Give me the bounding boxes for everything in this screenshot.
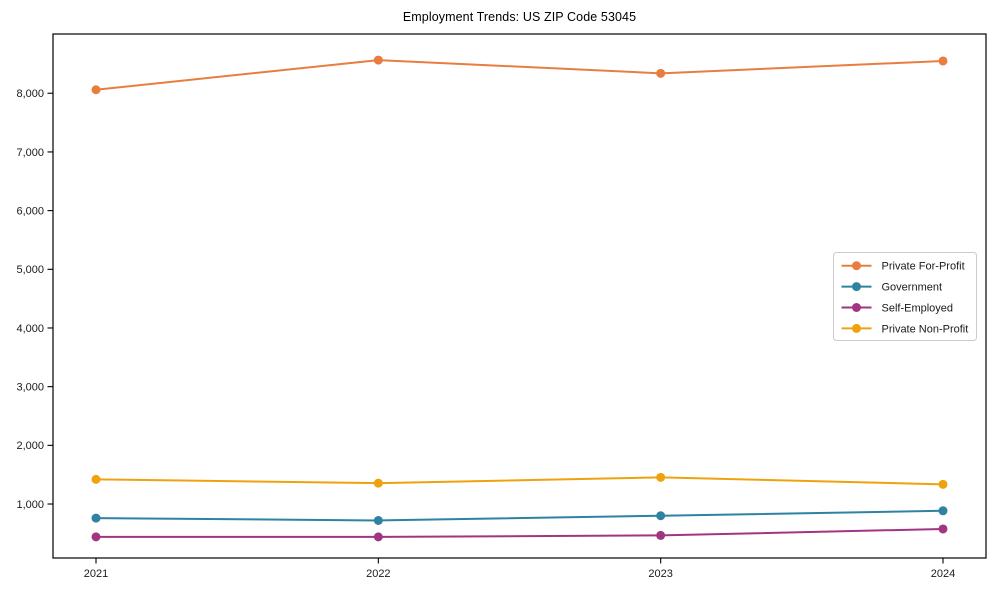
x-tick-label: 2022: [366, 568, 390, 580]
legend-marker-private-for-profit: [852, 261, 861, 271]
legend-label-private-for-profit: Private For-Profit: [882, 261, 965, 273]
data-point-private-for-profit-2024: [938, 56, 948, 66]
data-point-private-non-profit-2024: [938, 479, 948, 489]
chart-title: Employment Trends: US ZIP Code 53045: [402, 10, 637, 24]
data-point-self-employed-2021: [91, 532, 101, 542]
data-point-government-2023: [656, 511, 666, 521]
x-tick-label: 2024: [931, 568, 955, 580]
y-tick-label: 2,000: [16, 440, 44, 452]
y-tick-label: 7,000: [16, 147, 44, 159]
legend-box: [833, 252, 977, 341]
data-point-self-employed-2023: [656, 530, 666, 540]
series-line-private-non-profit: [95, 476, 944, 486]
data-point-government-2022: [373, 515, 383, 525]
x-tick-label: 2021: [84, 568, 108, 580]
y-tick-label: 1,000: [16, 499, 44, 511]
legend-label-self-employed: Self-Employed: [882, 302, 954, 314]
data-point-private-for-profit-2021: [91, 85, 101, 95]
series-line-self-employed: [95, 527, 944, 538]
legend-marker-private-non-profit: [852, 323, 861, 333]
data-point-self-employed-2024: [938, 524, 948, 534]
data-point-private-non-profit-2023: [656, 472, 666, 482]
data-point-private-non-profit-2021: [91, 474, 101, 484]
y-tick-label: 8,000: [16, 88, 44, 100]
data-point-private-for-profit-2023: [656, 68, 666, 78]
legend-marker-government: [852, 282, 861, 292]
legend-label-private-non-profit: Private Non-Profit: [882, 323, 969, 335]
x-tick-label: 2023: [648, 568, 672, 580]
data-point-self-employed-2022: [373, 532, 383, 542]
data-point-private-non-profit-2022: [373, 478, 383, 488]
y-tick-label: 3,000: [16, 382, 44, 394]
series-line-private-for-profit: [95, 59, 944, 91]
y-tick-label: 6,000: [16, 206, 44, 218]
data-point-private-for-profit-2022: [373, 55, 383, 65]
series-line-government: [95, 509, 944, 522]
data-point-government-2021: [91, 513, 101, 523]
legend-marker-self-employed: [852, 303, 861, 312]
y-tick-label: 4,000: [16, 323, 44, 335]
y-tick-label: 5,000: [16, 264, 44, 276]
legend-label-government: Government: [882, 282, 943, 294]
data-point-government-2024: [938, 506, 948, 516]
plot-area: [52, 33, 987, 559]
